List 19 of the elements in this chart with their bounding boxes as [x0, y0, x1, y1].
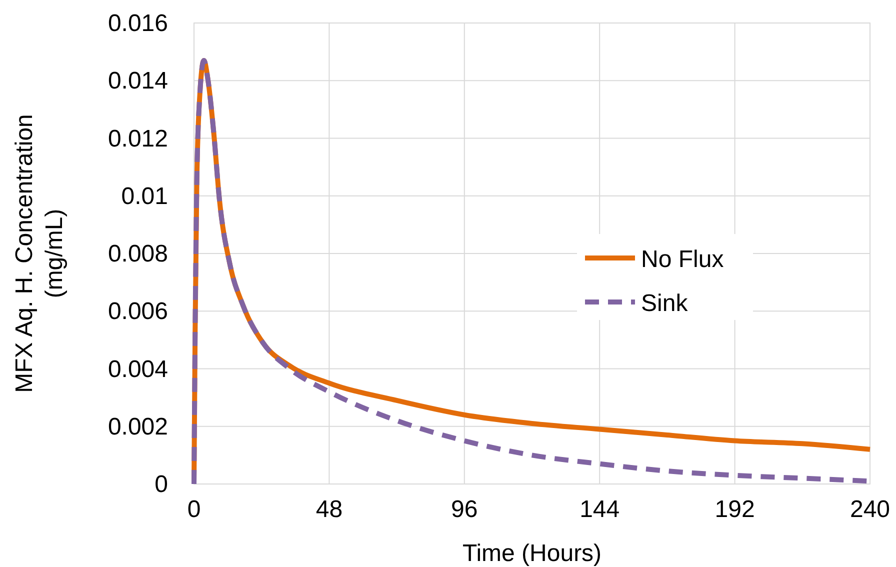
y-tick-label: 0.012 — [108, 125, 168, 152]
y-tick-label: 0 — [154, 471, 168, 498]
y-tick-label: 0.016 — [108, 10, 168, 37]
y-tick-label: 0.01 — [121, 182, 168, 210]
x-axis-title: Time (Hours) — [462, 540, 602, 567]
x-tick-label: 96 — [451, 496, 478, 523]
y-tick-label: 0.014 — [108, 68, 168, 95]
y-tick-label: 0.002 — [108, 413, 168, 440]
legend-label: Sink — [641, 290, 689, 317]
y-tick-label: 0.004 — [108, 356, 168, 383]
legend-label: No Flux — [641, 246, 724, 273]
y-tick-label: 0.008 — [108, 240, 168, 268]
x-tick-label: 240 — [850, 496, 890, 523]
x-tick-label: 192 — [714, 496, 755, 523]
y-axis-title: MFX Aq. H. Concentration (mg/mL) — [11, 114, 68, 393]
y-tick-label: 0.006 — [108, 298, 168, 326]
x-tick-label: 0 — [187, 496, 201, 523]
x-tick-label: 144 — [580, 496, 620, 523]
x-tick-label: 48 — [316, 496, 343, 523]
